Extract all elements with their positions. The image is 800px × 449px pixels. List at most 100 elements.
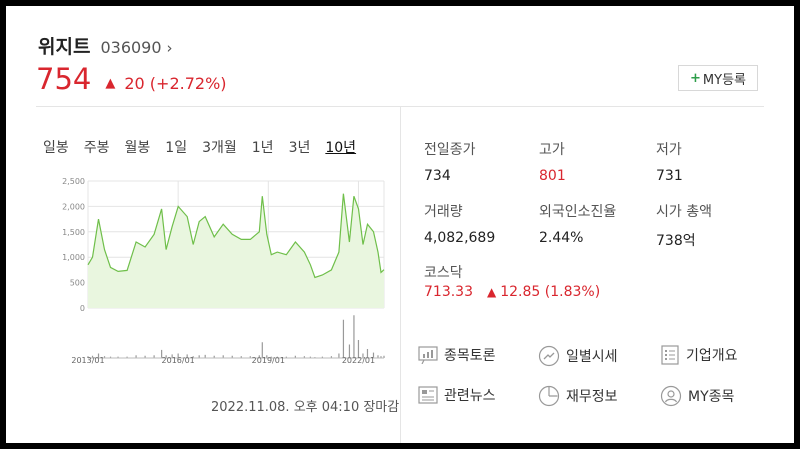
- trend-icon: [538, 345, 560, 367]
- tab-3-months[interactable]: 3개월: [202, 140, 237, 156]
- stat-value: 801: [539, 168, 566, 184]
- volume-bar: [294, 355, 296, 358]
- index-change: 12.85 (1.83%): [500, 284, 601, 300]
- volume-bar: [348, 344, 351, 358]
- volume-bar: [240, 356, 242, 358]
- timestamp: 2022.11.08. 오후 04:10 장마감: [211, 400, 400, 415]
- tab-10-years[interactable]: 10년: [325, 140, 357, 156]
- tab-3-years[interactable]: 3년: [288, 140, 311, 156]
- company-info-link[interactable]: 기업개요: [660, 345, 738, 365]
- discussion-link[interactable]: 종목토론: [418, 345, 496, 365]
- volume-bar: [285, 356, 287, 358]
- volume-bar: [204, 354, 206, 358]
- pie-chart-icon: [538, 385, 560, 407]
- divider: [400, 107, 401, 443]
- volume-bar: [192, 356, 194, 358]
- stat-label: 외국인소진율: [539, 204, 617, 220]
- volume-bar: [165, 355, 167, 358]
- tab-1-year[interactable]: 1년: [251, 140, 274, 156]
- chevron-right-icon[interactable]: ›: [166, 39, 173, 57]
- volume-bar: [309, 356, 311, 358]
- volume-bar: [171, 354, 173, 358]
- newspaper-icon: [418, 386, 438, 404]
- tab-monthly-candle[interactable]: 월봉: [124, 140, 151, 156]
- y-tick-label: 1,000: [62, 253, 85, 262]
- daily-price-label: 일별시세: [566, 349, 618, 365]
- volume-bar: [321, 356, 323, 358]
- stat-prev-close: 전일종가 734: [424, 139, 476, 184]
- tab-1-day[interactable]: 1일: [165, 140, 188, 156]
- y-tick-label: 1,500: [62, 228, 85, 237]
- volume-bar: [270, 356, 272, 358]
- volume-bar: [249, 356, 251, 358]
- volume-bar: [103, 356, 106, 358]
- news-link[interactable]: 관련뉴스: [418, 385, 496, 405]
- stat-low: 저가 731: [656, 139, 683, 184]
- stat-volume: 거래량 4,082,689: [424, 201, 495, 246]
- volume-bar: [135, 355, 137, 358]
- up-arrow-icon: ▲: [487, 285, 497, 299]
- volume-bar: [357, 340, 360, 358]
- price-line: [87, 193, 385, 279]
- volume-bar: [186, 354, 188, 358]
- volume-bar: [342, 319, 345, 358]
- stock-summary-card: 위지트 036090 › 754 ▲ 20 (+2.72%) + MY등록 일봉…: [6, 6, 794, 443]
- volume-bar: [222, 355, 224, 358]
- news-label: 관련뉴스: [444, 388, 496, 404]
- period-tabs: 일봉 주봉 월봉 1일 3개월 1년 3년 10년: [43, 137, 371, 157]
- volume-bar: [366, 349, 369, 358]
- volume-bar: [126, 356, 128, 358]
- stock-code[interactable]: 036090: [100, 38, 162, 57]
- volume-bar: [198, 355, 200, 358]
- x-tick-label: 2019/01: [252, 356, 285, 365]
- index-value: 713.33: [424, 284, 473, 300]
- volume-bar: [177, 353, 179, 358]
- stat-foreign-rate: 외국인소진율 2.44%: [539, 201, 616, 246]
- tab-weekly-candle[interactable]: 주봉: [83, 140, 110, 156]
- stat-label: 고가: [539, 142, 565, 158]
- user-icon: [660, 385, 682, 407]
- volume-bar: [330, 356, 333, 358]
- stat-label: 전일종가: [424, 142, 476, 158]
- stat-label: 시가 총액: [656, 204, 712, 220]
- daily-price-link[interactable]: 일별시세: [538, 345, 618, 367]
- tab-daily-candle[interactable]: 일봉: [43, 140, 69, 156]
- my-register-button[interactable]: + MY등록: [678, 65, 758, 91]
- stat-value: 4,082,689: [424, 230, 496, 246]
- stat-value: 734: [424, 168, 451, 184]
- volume-bar: [91, 355, 94, 358]
- company-info-label: 기업개요: [686, 348, 738, 364]
- discussion-label: 종목토론: [444, 348, 496, 364]
- volume-bar: [377, 355, 379, 358]
- stock-title[interactable]: 위지트 036090 ›: [38, 32, 173, 59]
- financials-link[interactable]: 재무정보: [538, 385, 618, 407]
- price-change: 20 (+2.72%): [124, 74, 227, 93]
- y-tick-label: 2,500: [62, 177, 85, 186]
- stat-value: 731: [656, 168, 683, 184]
- y-axis-labels: 2,500 2,000 1,500 1,000 500 0: [62, 177, 85, 313]
- volume-bar: [353, 315, 355, 358]
- volume-bar: [303, 356, 305, 358]
- financials-label: 재무정보: [566, 389, 618, 405]
- volume-bar: [153, 355, 155, 358]
- x-tick-label: 2013/01: [71, 356, 104, 365]
- x-axis-labels: 2013/01 2016/01 2019/01 2022/01: [71, 356, 375, 365]
- volume-bar: [362, 353, 364, 358]
- volume-bar: [338, 353, 340, 358]
- my-stocks-label: MY종목: [688, 389, 735, 405]
- volume-bar: [383, 355, 385, 358]
- chat-chart-icon: [418, 346, 438, 364]
- y-tick-label: 2,000: [62, 202, 85, 211]
- volume-bar: [258, 355, 260, 358]
- volume-bar: [372, 352, 375, 358]
- volume-bar: [161, 349, 163, 358]
- volume-bar: [231, 355, 233, 358]
- my-stocks-link[interactable]: MY종목: [660, 385, 734, 407]
- stock-name[interactable]: 위지트: [38, 36, 91, 58]
- x-tick-label: 2022/01: [342, 356, 375, 365]
- volume-bar: [87, 356, 89, 358]
- y-tick-label: 0: [80, 304, 85, 313]
- index-label: 코스닥: [424, 265, 463, 281]
- price-row: 754 ▲ 20 (+2.72%): [36, 62, 227, 96]
